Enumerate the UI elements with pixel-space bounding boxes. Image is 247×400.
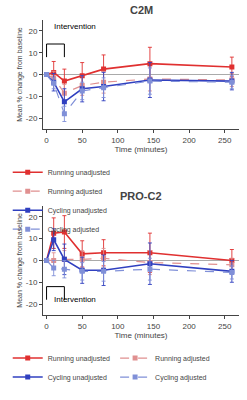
svg-text:0: 0 (44, 322, 49, 331)
svg-text:Mean % change from baseline: Mean % change from baseline (16, 213, 24, 308)
svg-text:-20: -20 (26, 300, 38, 309)
svg-text:200: 200 (182, 322, 196, 331)
svg-text:Time (minutes): Time (minutes) (114, 331, 167, 340)
svg-text:150: 150 (147, 322, 161, 331)
svg-text:Time (minutes): Time (minutes) (114, 145, 167, 154)
svg-text:0: 0 (33, 70, 38, 79)
svg-text:Running adjusted: Running adjusted (48, 188, 103, 196)
svg-text:Intervention: Intervention (54, 22, 96, 31)
svg-text:250: 250 (218, 322, 232, 331)
svg-text:250: 250 (218, 136, 232, 145)
svg-text:Cycling adjusted: Cycling adjusted (48, 226, 99, 234)
svg-text:10: 10 (28, 49, 37, 58)
svg-text:100: 100 (111, 136, 125, 145)
svg-text:150: 150 (147, 136, 161, 145)
svg-text:50: 50 (78, 322, 87, 331)
svg-text:0: 0 (33, 256, 38, 265)
svg-text:Running unadjusted: Running unadjusted (48, 355, 110, 363)
svg-text:Intervention: Intervention (54, 295, 96, 304)
svg-text:Cycling unadjusted: Cycling unadjusted (48, 374, 107, 382)
svg-text:100: 100 (111, 322, 125, 331)
svg-text:0: 0 (44, 136, 49, 145)
svg-text:Cycling adjusted: Cycling adjusted (155, 374, 206, 382)
svg-text:20: 20 (28, 213, 37, 222)
svg-text:200: 200 (182, 136, 196, 145)
svg-text:C2M: C2M (130, 4, 153, 16)
svg-text:Cycling unadjusted: Cycling unadjusted (48, 207, 107, 215)
svg-text:-10: -10 (26, 278, 38, 287)
svg-text:-20: -20 (26, 114, 38, 123)
svg-text:Mean % change from baseline: Mean % change from baseline (16, 27, 24, 122)
svg-text:Running unadjusted: Running unadjusted (48, 169, 110, 177)
svg-text:Running adjusted: Running adjusted (155, 355, 210, 363)
svg-text:50: 50 (78, 136, 87, 145)
svg-text:20: 20 (28, 27, 37, 36)
svg-text:PRO-C2: PRO-C2 (120, 190, 162, 202)
svg-text:-10: -10 (26, 92, 38, 101)
svg-text:10: 10 (28, 234, 37, 243)
